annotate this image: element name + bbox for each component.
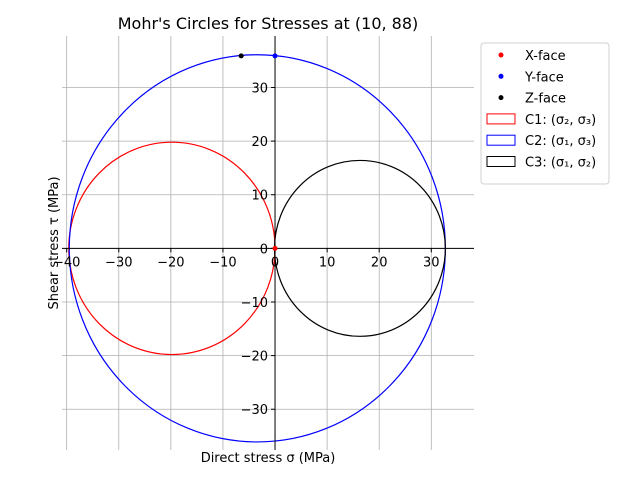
legend-patch xyxy=(486,134,516,146)
stress-points xyxy=(238,53,278,251)
legend-patch xyxy=(486,156,516,167)
legend-marker xyxy=(498,95,504,101)
y-tick-label: 30 xyxy=(251,81,268,96)
legend-label: C1: (σ₂, σ₃) xyxy=(525,113,596,128)
y-ticks: −30 −20 −10 0 10 20 30 xyxy=(241,81,276,418)
y-tick-label: −10 xyxy=(241,296,268,311)
legend-label: X-face xyxy=(525,49,566,64)
axes xyxy=(62,36,474,450)
x-tick-label: 10 xyxy=(319,255,336,270)
y-tick-label: −30 xyxy=(241,403,268,418)
legend-patch xyxy=(486,113,516,125)
y-tick-label: 20 xyxy=(251,135,268,150)
legend-label: C3: (σ₁, σ₂) xyxy=(525,156,596,171)
chart-title: Mohr's Circles for Stresses at (10, 88) xyxy=(118,14,419,33)
stress-point xyxy=(238,53,244,59)
x-ticks: −40 −30 −20 −10 0 10 20 30 xyxy=(53,248,440,270)
x-axis-label: Direct stress σ (MPa) xyxy=(201,451,336,466)
legend: X-face Y-face Z-face C1: (σ₂, σ₃) C2: (σ₁, σ… xyxy=(480,42,610,185)
x-tick-label: 0 xyxy=(271,255,279,270)
x-tick-label: −40 xyxy=(53,255,80,270)
legend-marker xyxy=(498,73,504,79)
x-tick-label: −20 xyxy=(157,255,184,270)
legend-label: Z-face xyxy=(525,92,566,107)
legend-label: C2: (σ₁, σ₃) xyxy=(525,134,596,149)
y-tick-label: −20 xyxy=(241,350,268,365)
y-axis-label: Shear stress τ (MPa) xyxy=(47,176,62,309)
legend-label: Y-face xyxy=(524,70,564,85)
x-tick-label: −10 xyxy=(209,255,236,270)
y-tick-label: 10 xyxy=(251,189,268,204)
stress-point xyxy=(272,245,278,251)
x-tick-label: −30 xyxy=(105,255,132,270)
x-tick-label: 30 xyxy=(423,255,440,270)
y-tick-label: 0 xyxy=(260,242,268,257)
legend-marker xyxy=(498,52,504,58)
legend-frame xyxy=(480,42,610,185)
x-tick-label: 20 xyxy=(371,255,388,270)
stress-point xyxy=(272,53,278,59)
